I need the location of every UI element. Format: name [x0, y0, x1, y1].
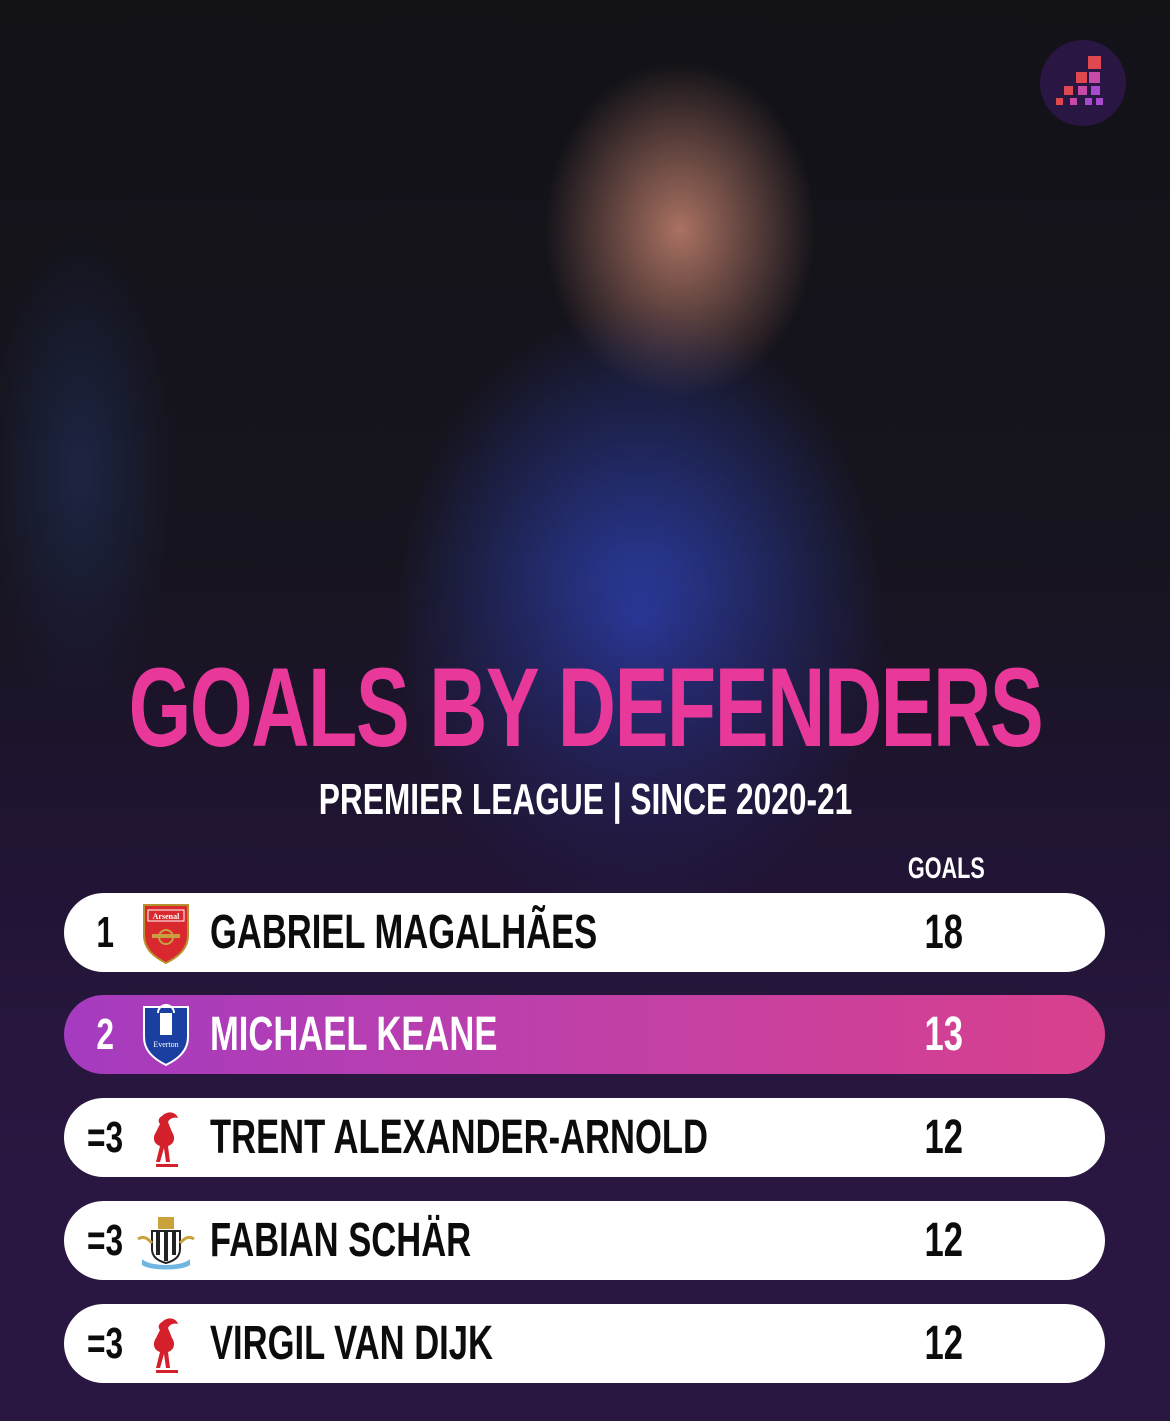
player-name: TRENT ALEXANDER-ARNOLD	[210, 1111, 708, 1164]
rank: =3	[86, 1113, 124, 1162]
table-row: 1 Arsenal GABRIEL MAGALHÃES 18	[64, 893, 1105, 972]
page-title: GOALS BY DEFENDERS	[128, 645, 1043, 770]
table-row: =3 TRENT ALEXANDER-ARNOLD 12	[64, 1098, 1105, 1177]
goals-value: 12	[924, 1111, 964, 1164]
player-name: VIRGIL VAN DIJK	[210, 1317, 493, 1370]
player-name: MICHAEL KEANE	[210, 1008, 498, 1061]
table-row: =3 FABIAN SCHÄR 12	[64, 1201, 1105, 1280]
club-crest-icon	[134, 1106, 198, 1170]
club-crest-icon	[134, 1209, 198, 1273]
rank: 1	[96, 908, 114, 957]
goals-value: 13	[924, 1008, 964, 1061]
rank: 2	[96, 1010, 114, 1059]
subtitle: PREMIER LEAGUE | SINCE 2020-21	[318, 775, 852, 824]
club-crest-icon: Arsenal	[134, 901, 198, 965]
goals-value: 12	[924, 1317, 964, 1370]
player-name: FABIAN SCHÄR	[210, 1214, 472, 1267]
club-crest-icon	[134, 1312, 198, 1376]
player-name: GABRIEL MAGALHÃES	[210, 906, 598, 959]
rank: =3	[86, 1319, 124, 1368]
brand-logo-icon	[1040, 40, 1126, 126]
svg-text:Arsenal: Arsenal	[153, 912, 180, 921]
rank: =3	[86, 1216, 124, 1265]
table-row: 2 Everton MICHAEL KEANE 13	[64, 995, 1105, 1074]
club-crest-icon: Everton	[134, 1003, 198, 1067]
goals-column-header: GOALS	[907, 852, 985, 885]
table-row: =3 VIRGIL VAN DIJK 12	[64, 1304, 1105, 1383]
goals-value: 18	[924, 906, 964, 959]
goals-value: 12	[924, 1214, 964, 1267]
svg-text:Everton: Everton	[153, 1040, 178, 1049]
